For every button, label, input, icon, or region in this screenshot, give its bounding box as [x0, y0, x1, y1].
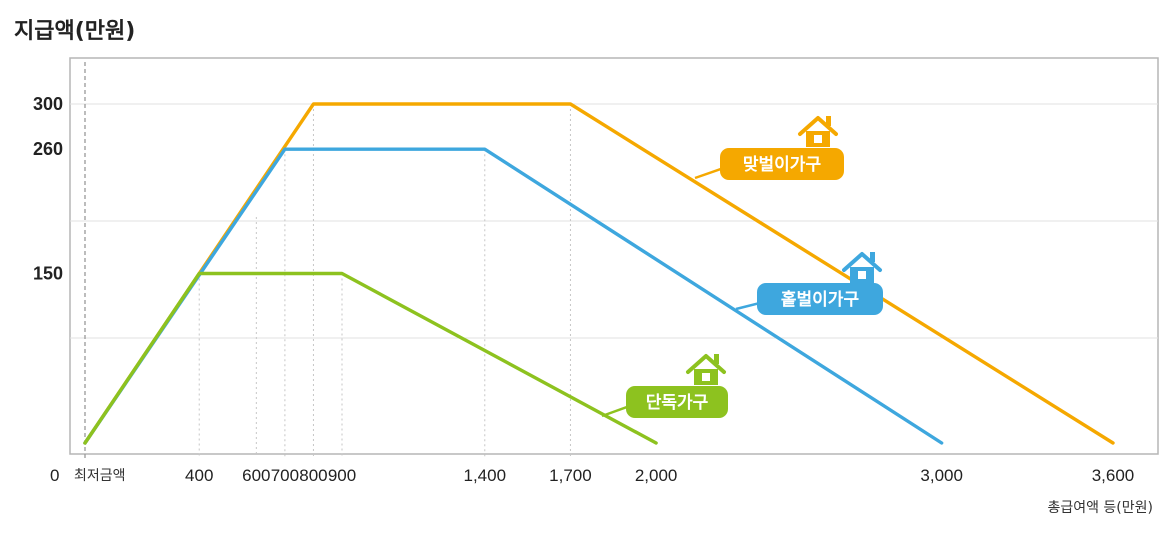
- min-wage-label: 최저금액: [74, 468, 126, 484]
- x-tick-label: 700: [271, 466, 299, 485]
- house-roof: [842, 252, 882, 272]
- y-tick-label: 150: [33, 264, 63, 284]
- x-tick-label: 2,000: [635, 466, 678, 485]
- series-line-single: [83, 271, 658, 445]
- house-chimney: [826, 116, 831, 126]
- house-chimney: [870, 252, 875, 262]
- y-tick-label: 300: [33, 94, 63, 114]
- legend-label-dual-income: 맞벌이가구: [743, 155, 822, 175]
- legend-badge-single: [626, 386, 728, 418]
- house-chimney: [714, 354, 719, 364]
- house-window: [858, 271, 866, 279]
- house-icon: [842, 252, 882, 283]
- x-tick-label: 1,700: [549, 466, 592, 485]
- x-tick-label: 3,000: [920, 466, 963, 485]
- plot-area: [69, 57, 1159, 455]
- legend-badge-single-income: [757, 283, 883, 315]
- x-tick-label: 400: [185, 466, 213, 485]
- origin-label: 0: [50, 466, 59, 485]
- x-tick-label: 600: [242, 466, 270, 485]
- house-icon: [686, 354, 726, 385]
- legend-label-single-income: 홑벌이가구: [781, 289, 860, 310]
- house-roof: [798, 116, 838, 136]
- legend-label-single: 단독가구: [646, 393, 709, 413]
- x-tick-label: 900: [328, 466, 356, 485]
- x-axis-label: 총급여액 등(만원): [1047, 500, 1153, 516]
- legend-badge-dual-income: [720, 148, 844, 180]
- x-tick-label: 3,600: [1092, 466, 1135, 485]
- x-tick-label: 1,400: [464, 466, 507, 485]
- x-tick-label: 800: [299, 466, 327, 485]
- house-window: [814, 135, 822, 143]
- house-roof: [686, 354, 726, 374]
- house-icon: [798, 116, 838, 147]
- chart-title: 지급액(만원): [14, 19, 135, 44]
- y-tick-label: 260: [33, 139, 63, 159]
- house-window: [702, 373, 710, 381]
